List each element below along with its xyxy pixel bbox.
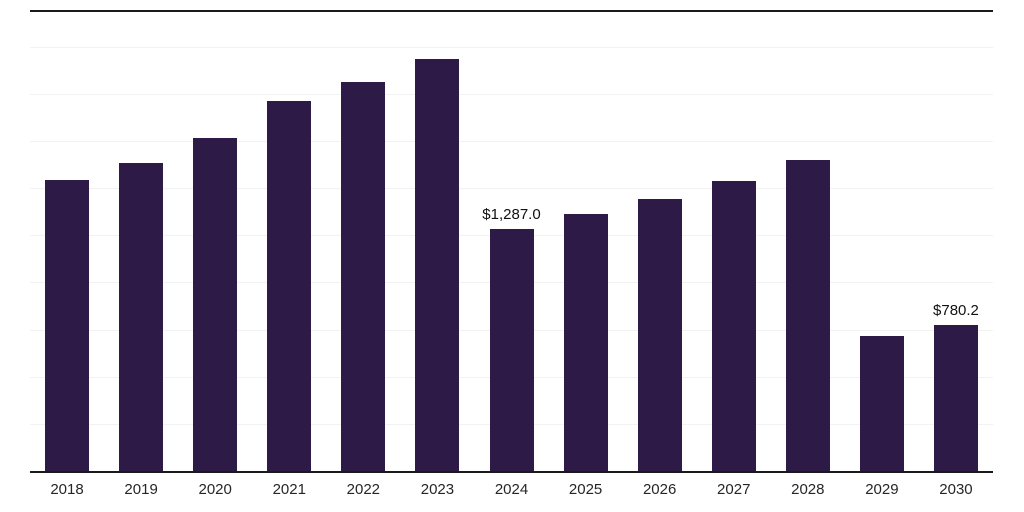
bar-slot: [178, 10, 252, 472]
bar-2021: [267, 101, 312, 472]
x-tick-label-2019: 2019: [124, 481, 158, 498]
plot-area: $1,287.0 $780.2: [30, 10, 993, 473]
bar-2027: [711, 180, 756, 472]
x-tick-label-2027: 2027: [717, 481, 751, 498]
bar-2023: [415, 59, 460, 472]
x-tick-label-2023: 2023: [420, 481, 455, 498]
top-gridline: [30, 10, 993, 12]
x-tick-label-2021: 2021: [272, 481, 306, 498]
x-tick-label-2026: 2026: [642, 481, 677, 498]
bar-2019: [119, 162, 164, 472]
bar-series: $1,287.0 $780.2: [30, 10, 993, 472]
gridline: [30, 46, 993, 48]
bar-2029: [859, 336, 904, 472]
bar-slot: [326, 10, 400, 472]
bar-2030: [933, 324, 978, 472]
bar-slot: [845, 10, 919, 472]
bar-slot: [771, 10, 845, 472]
x-tick-label-2025: 2025: [568, 481, 603, 498]
bar-slot: [549, 10, 623, 472]
x-tick-label-2022: 2022: [346, 481, 381, 498]
x-tick-label-2018: 2018: [50, 481, 84, 498]
bar-slot: [30, 10, 104, 472]
bar-2018: [45, 179, 90, 472]
bar-2026: [637, 198, 682, 472]
bar-slot: $1,287.0: [474, 10, 548, 472]
x-axis-labels: 2018 2019 2020 2021 2022 2023 2024 2025 2026 2027…: [30, 481, 993, 498]
x-tick-label-2024: 2024: [494, 481, 529, 498]
bar-2028: [785, 159, 830, 472]
bar-2020: [193, 138, 238, 472]
value-label-2030: $780.2: [933, 301, 979, 319]
bar-slot: $780.2: [919, 10, 993, 472]
bar-slot: [697, 10, 771, 472]
bar-slot: [104, 10, 178, 472]
gridline: [30, 141, 993, 142]
bar-2022: [341, 81, 386, 472]
bar-slot: [252, 10, 326, 472]
x-tick-label-2028: 2028: [791, 481, 825, 498]
value-label-2024: $1,287.0: [482, 206, 541, 224]
gridline: [30, 93, 993, 95]
bar-slot: [400, 10, 474, 472]
gridline: [30, 188, 993, 190]
bar-slot: [623, 10, 697, 472]
x-axis-line: [30, 471, 993, 473]
x-tick-label-2020: 2020: [198, 481, 232, 498]
x-tick-label-2030: 2030: [939, 481, 973, 498]
bar-2025: [563, 213, 608, 472]
bar-2024: [489, 229, 534, 472]
x-tick-label-2029: 2029: [865, 481, 899, 498]
